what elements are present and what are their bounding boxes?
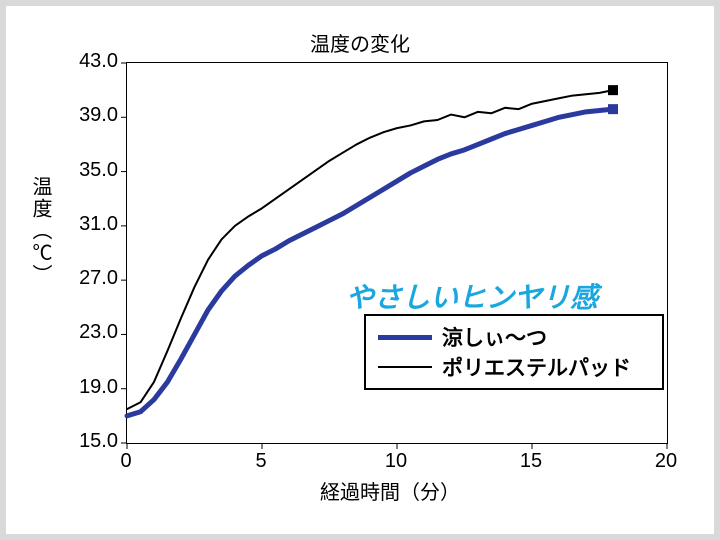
x-tick-label: 20 [646,450,686,473]
legend-item: ポリエステルパッド [378,352,650,382]
y-axis-label: 温度（℃） [26,176,55,286]
legend-label: ポリエステルパッド [442,352,631,382]
legend-swatch [378,335,432,340]
chart-frame: 温度の変化 温度（℃） 経過時間（分） 15.019.023.027.031.0… [0,0,720,540]
x-axis-label: 経過時間（分） [36,476,720,505]
annotation-text: やさしいヒンヤリ感 [346,276,598,316]
y-tick-label: 23.0 [58,321,118,344]
x-tick-label: 10 [376,450,416,473]
y-tick-label: 35.0 [58,159,118,182]
x-tick-label: 15 [511,450,551,473]
y-tick-label: 43.0 [58,50,118,73]
y-tick-label: 19.0 [58,376,118,399]
y-tick-label: 27.0 [58,267,118,290]
y-tick-label: 39.0 [58,104,118,127]
x-tick-label: 0 [106,450,146,473]
legend: 涼しぃ～つポリエステルパッド [364,314,664,390]
legend-label: 涼しぃ～つ [442,322,547,352]
legend-item: 涼しぃ～つ [378,322,650,352]
y-tick-label: 31.0 [58,213,118,236]
x-tick-label: 5 [241,450,281,473]
legend-swatch [378,366,432,368]
